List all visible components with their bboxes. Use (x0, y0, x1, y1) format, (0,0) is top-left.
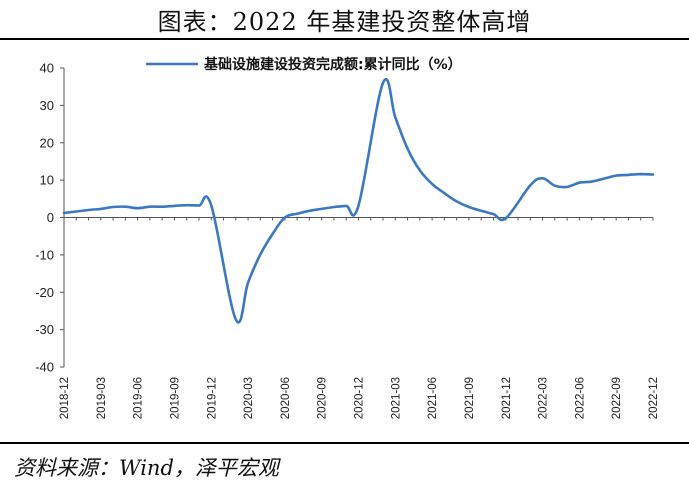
x-tick-label: 2021-03 (390, 377, 402, 419)
y-tick-label: -20 (35, 285, 54, 300)
y-tick-label: -10 (35, 247, 54, 262)
x-tick-label: 2022-09 (611, 377, 623, 419)
bottom-rule (0, 442, 689, 444)
x-tick-label: 2019-03 (96, 377, 108, 419)
x-tick-label: 2020-09 (317, 377, 329, 419)
x-tick-label: 2020-06 (280, 377, 292, 419)
y-tick-label: 0 (47, 210, 54, 225)
x-tick-label: 2022-06 (574, 377, 586, 419)
x-tick-label: 2020-12 (354, 377, 366, 419)
source-note: 资料来源：Wind，泽平宏观 (14, 456, 279, 480)
y-tick-label: -40 (35, 360, 54, 375)
legend-label: 基础设施建设投资完成额:累计同比（%） (204, 56, 462, 73)
x-tick-label: 2019-09 (169, 377, 181, 419)
y-tick-label: 20 (40, 135, 54, 150)
y-tick-label: 30 (40, 98, 54, 113)
y-tick-label: -30 (35, 322, 54, 337)
y-tick-label: 40 (40, 61, 54, 76)
x-tick-label: 2021-06 (427, 377, 439, 419)
x-tick-label: 2018-12 (59, 377, 71, 419)
x-tick-label: 2022-12 (648, 377, 660, 419)
chart-title: 图表：2022 年基建投资整体高增 (157, 8, 532, 36)
line-chart: 40 30 20 10 0 -10 -20 -30 -40 2018-12 2019-03 2019-… (35, 56, 660, 419)
top-rule (0, 38, 689, 40)
x-tick-label: 2020-03 (243, 377, 255, 419)
y-tick-label: 10 (40, 173, 54, 188)
x-tick-label: 2021-12 (501, 377, 513, 419)
x-tick-label: 2019-12 (206, 377, 218, 419)
x-tick-label: 2021-09 (464, 377, 476, 419)
x-tick-label: 2019-06 (133, 377, 145, 419)
x-tick-label: 2022-03 (538, 377, 550, 419)
series-line (62, 78, 655, 324)
